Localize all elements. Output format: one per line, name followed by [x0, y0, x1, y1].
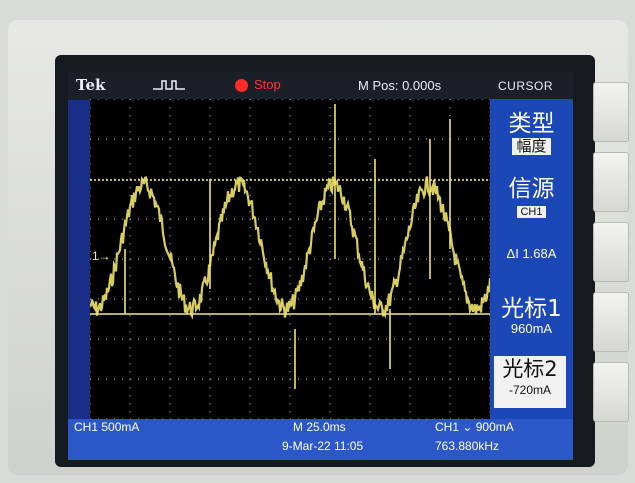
run-status: Stop	[254, 77, 281, 92]
bottom-status-bar: CH1 500mA M 25.0ms 9-Mar-22 11:05 CH1 ⌄ …	[68, 419, 573, 460]
cursor2-box[interactable]: 光标2 -720mA	[494, 356, 566, 408]
top-status-bar: Tek Stop M Pos: 0.000s CURSOR	[68, 72, 573, 100]
cursor-menu-panel: 类型 幅度 信源 CH1 ΔI 1.68A 光标1 960mA 光标2 -720…	[490, 99, 573, 419]
softkey-5[interactable]	[593, 362, 629, 422]
softkey-1[interactable]	[593, 82, 629, 142]
stop-indicator-icon	[235, 79, 248, 92]
menu-source-value[interactable]: CH1	[490, 202, 573, 220]
ch1-ground-marker: 1→	[92, 249, 111, 263]
softkey-4[interactable]	[593, 292, 629, 352]
trigger-readout: CH1 ⌄ 900mA	[435, 420, 514, 434]
timebase: M 25.0ms	[293, 420, 346, 434]
cursor-lines	[90, 179, 490, 315]
frequency-readout: 763.880kHz	[435, 439, 500, 453]
waveform-display: 1→	[90, 99, 490, 419]
menu-type-value[interactable]: 幅度	[490, 135, 573, 156]
menu-source-label: 信源	[508, 176, 555, 202]
ch1-scale: CH1 500mA	[74, 420, 140, 434]
menu-title: CURSOR	[498, 79, 554, 93]
cursor1-label[interactable]: 光标1	[501, 296, 562, 322]
position-readout: M Pos: 0.000s	[358, 78, 442, 93]
menu-type-label: 类型	[508, 111, 555, 137]
trigger-icon	[153, 80, 185, 90]
ch1-trace	[90, 104, 490, 389]
softkey-3[interactable]	[593, 222, 629, 282]
cursor2-label: 光标2	[502, 357, 558, 381]
cursor2-value: -720mA	[508, 383, 552, 397]
delta-readout: ΔI 1.68A	[506, 246, 557, 261]
oscilloscope-screen: Tek Stop M Pos: 0.000s CURSOR 1→ 类型 幅度 信…	[68, 72, 573, 460]
softkey-2[interactable]	[593, 152, 629, 212]
cursor1-value: 960mA	[510, 321, 553, 336]
softkey-column	[593, 82, 629, 462]
brand-logo: Tek	[76, 76, 106, 94]
date-time: 9-Mar-22 11:05	[282, 439, 364, 453]
waveform-svg	[90, 99, 490, 419]
